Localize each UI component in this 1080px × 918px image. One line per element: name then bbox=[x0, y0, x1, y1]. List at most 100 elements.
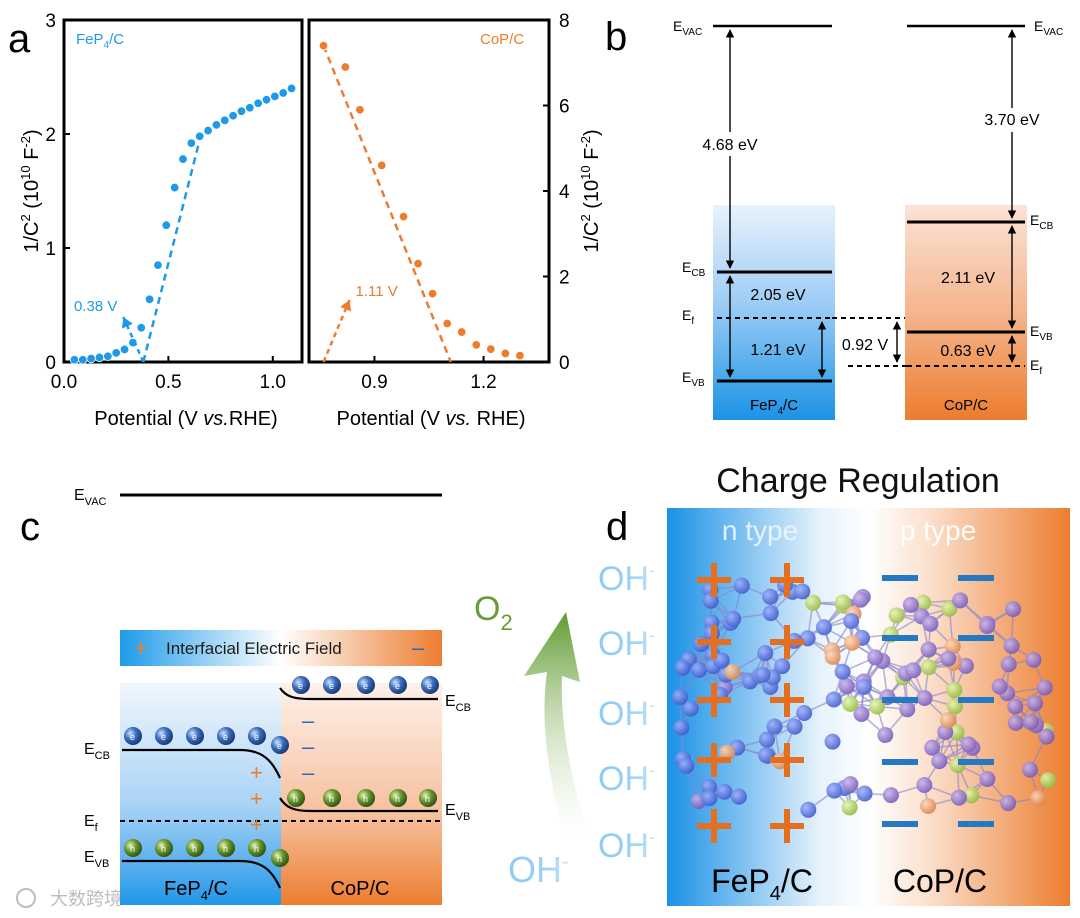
atom bbox=[888, 607, 905, 624]
atom bbox=[834, 663, 851, 680]
atom bbox=[869, 698, 886, 715]
d-gradient-block bbox=[667, 508, 1070, 906]
atom bbox=[1023, 713, 1040, 730]
c-fep-block bbox=[120, 683, 281, 905]
watermark: 大数跨境 bbox=[16, 888, 122, 909]
y-tick-label: 2 bbox=[559, 268, 570, 289]
data-point bbox=[486, 344, 496, 354]
charge-carriers: e e e e e e e e e e e h h h h h h h h h h h bbox=[124, 676, 439, 867]
data-point bbox=[270, 91, 280, 102]
atom bbox=[678, 757, 695, 774]
oh-ion: OH- bbox=[598, 625, 655, 663]
electron-label: e bbox=[395, 681, 400, 691]
hole-label: h bbox=[161, 844, 166, 854]
y-tick-label: 0 bbox=[559, 353, 570, 374]
c-cop-evb-curve bbox=[279, 797, 438, 813]
data-point bbox=[195, 131, 205, 141]
cop-efvb-label: 0.63 eV bbox=[940, 343, 995, 360]
hole-label: h bbox=[130, 844, 135, 854]
atom bbox=[713, 652, 730, 669]
c-evac-label: EVAC bbox=[74, 487, 107, 508]
y-tick-label: 8 bbox=[559, 11, 570, 32]
left-xlabel: Potential (V vs.RHE) bbox=[94, 408, 277, 430]
atom bbox=[939, 712, 956, 729]
c-fep-evb-label: EVB bbox=[84, 849, 109, 870]
hole bbox=[248, 839, 266, 857]
electron bbox=[271, 736, 289, 754]
electron-label: e bbox=[298, 681, 303, 691]
electron-label: e bbox=[254, 732, 259, 742]
fep-ecb-label: ECB bbox=[682, 259, 706, 279]
atom bbox=[701, 790, 718, 807]
positive-charge bbox=[711, 563, 717, 597]
cop-band-block bbox=[905, 205, 1027, 420]
atom bbox=[1003, 637, 1020, 654]
c-fep-ecb-curve bbox=[122, 748, 282, 779]
electron bbox=[357, 676, 375, 694]
atom bbox=[725, 610, 742, 627]
atom bbox=[724, 663, 741, 680]
oh-ions: OH- OH- OH- OH- OH- bbox=[598, 560, 655, 865]
atom bbox=[963, 787, 980, 804]
left-plot: 0 1 2 3 0.0 0.5 1.0 0.38 V bbox=[45, 11, 297, 393]
data-point bbox=[427, 288, 438, 299]
hole bbox=[155, 839, 173, 857]
oh-ion: OH- bbox=[598, 560, 655, 598]
data-point bbox=[377, 160, 387, 171]
fep-gap-label: 2.05 eV bbox=[750, 287, 805, 304]
atom bbox=[940, 650, 957, 667]
atom bbox=[1005, 601, 1022, 618]
c-interface-plus-3: + bbox=[250, 812, 263, 837]
y-tick-label: 6 bbox=[559, 97, 570, 118]
positive-charge bbox=[784, 625, 790, 659]
negative-charge bbox=[958, 635, 994, 641]
atom bbox=[852, 591, 869, 608]
c-interface-minus-3: – bbox=[302, 760, 315, 785]
atom bbox=[1027, 695, 1044, 712]
panel-letter-d: d bbox=[606, 505, 628, 549]
atom bbox=[1025, 651, 1042, 668]
atom bbox=[719, 744, 736, 761]
atom bbox=[1000, 795, 1017, 812]
negative-charge bbox=[958, 759, 994, 765]
fep-efvb-label: 1.21 eV bbox=[750, 342, 805, 359]
atom bbox=[824, 648, 841, 665]
hole-label: h bbox=[254, 844, 259, 854]
data-point bbox=[278, 88, 288, 98]
atom bbox=[672, 689, 689, 706]
atom bbox=[979, 770, 996, 787]
data-point bbox=[286, 83, 297, 94]
atom bbox=[924, 739, 941, 756]
atom bbox=[960, 736, 977, 753]
atom bbox=[716, 783, 733, 800]
atom bbox=[800, 801, 817, 818]
left-ylabel: 1/C2 (1010 F-2) bbox=[18, 129, 43, 252]
fit-line bbox=[142, 139, 201, 363]
atom bbox=[844, 634, 861, 651]
c-interface-plus-1: + bbox=[250, 760, 263, 785]
o2-label: O2 bbox=[474, 590, 513, 635]
atom bbox=[853, 705, 870, 722]
electron-label: e bbox=[161, 732, 166, 742]
atom bbox=[754, 666, 771, 683]
o2-evolution-arrow bbox=[524, 612, 590, 840]
annotation-arrow bbox=[322, 299, 351, 363]
atom bbox=[691, 661, 708, 678]
atom bbox=[762, 605, 779, 622]
oh-ion: OH- bbox=[598, 695, 655, 733]
oh-ion: OH- bbox=[598, 827, 655, 865]
electron-label: e bbox=[130, 732, 135, 742]
annotation-arrowhead bbox=[340, 300, 352, 312]
data-point bbox=[178, 154, 188, 164]
evac-label-right: EVAC bbox=[1034, 18, 1063, 38]
atom bbox=[941, 600, 958, 617]
atom bbox=[796, 704, 813, 721]
electron bbox=[421, 676, 439, 694]
positive-charge bbox=[784, 743, 790, 777]
atom bbox=[815, 619, 832, 636]
atom bbox=[950, 789, 967, 806]
electron bbox=[323, 676, 341, 694]
hole bbox=[271, 849, 289, 867]
atom bbox=[794, 583, 811, 600]
atom bbox=[856, 785, 873, 802]
